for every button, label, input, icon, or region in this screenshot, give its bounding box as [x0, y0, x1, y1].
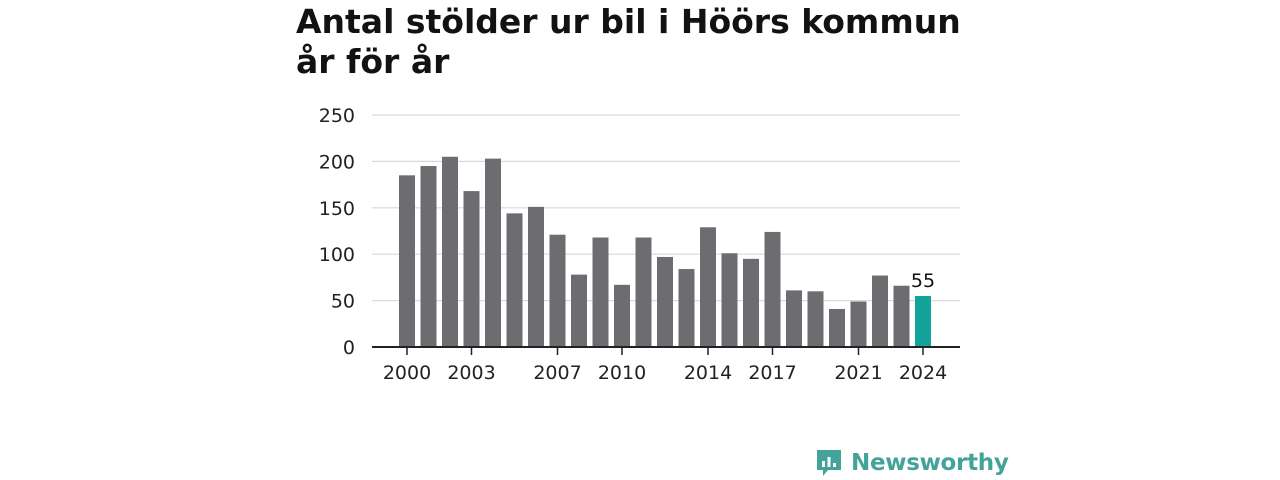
y-tick-label: 50 — [331, 291, 355, 313]
bar-2016 — [743, 258, 759, 347]
bar-chart-speech-bubble-icon — [817, 450, 841, 476]
bar-2019 — [807, 291, 824, 347]
bar-2013 — [678, 269, 695, 347]
bar-2024 — [915, 295, 931, 347]
bar-2007 — [549, 234, 566, 347]
y-tick-label: 250 — [319, 105, 355, 127]
bar-2004 — [485, 158, 501, 347]
bar-2002 — [442, 156, 458, 347]
x-axis-ticks: 2000 2003 2007 2010 2014 2017 2021 2024 — [383, 347, 947, 384]
bar-2005 — [506, 213, 523, 347]
x-tick-label: 2010 — [598, 362, 646, 384]
bar-2011 — [635, 237, 652, 347]
bar-2022 — [872, 275, 888, 347]
bar-2001 — [420, 166, 437, 347]
bar-2015 — [721, 253, 738, 347]
y-tick-label: 150 — [319, 198, 355, 220]
x-tick-label: 2024 — [899, 362, 947, 384]
chart-title: Antal stölder ur bil i Höörs kommun år f… — [296, 2, 961, 81]
y-tick-label: 0 — [343, 337, 355, 359]
bar-2023 — [893, 285, 910, 347]
bar-2014 — [700, 227, 716, 347]
x-tick-label: 2014 — [684, 362, 732, 384]
newsworthy-logo: Newsworthy — [815, 446, 1009, 480]
x-tick-label: 2007 — [533, 362, 581, 384]
data-labels: 55 — [911, 270, 935, 292]
y-tick-label: 100 — [319, 244, 355, 266]
bar-chart: 0 50 100 150 200 250 2000 2003 2007 2010 2014 2017… — [319, 105, 960, 384]
y-tick-label: 200 — [319, 151, 355, 173]
bar-2021 — [850, 301, 867, 347]
y-axis-ticks: 0 50 100 150 200 250 — [319, 105, 355, 359]
x-tick-label: 2000 — [383, 362, 431, 384]
bar-2003 — [463, 191, 480, 347]
brand-name: Newsworthy — [851, 450, 1009, 476]
bar-2012 — [657, 256, 673, 347]
bar-2008 — [571, 274, 587, 347]
bar-2010 — [614, 284, 630, 347]
bar-2000 — [399, 175, 415, 347]
bar-2009 — [592, 237, 609, 347]
x-tick-label: 2003 — [447, 362, 495, 384]
highlight-value-label: 55 — [911, 270, 935, 292]
bar-2006 — [528, 206, 544, 347]
bar-2017 — [764, 231, 781, 347]
bar-2020 — [829, 308, 845, 347]
bar-2018 — [786, 290, 802, 347]
x-tick-label: 2021 — [834, 362, 882, 384]
x-tick-label: 2017 — [748, 362, 796, 384]
bars — [399, 156, 931, 347]
